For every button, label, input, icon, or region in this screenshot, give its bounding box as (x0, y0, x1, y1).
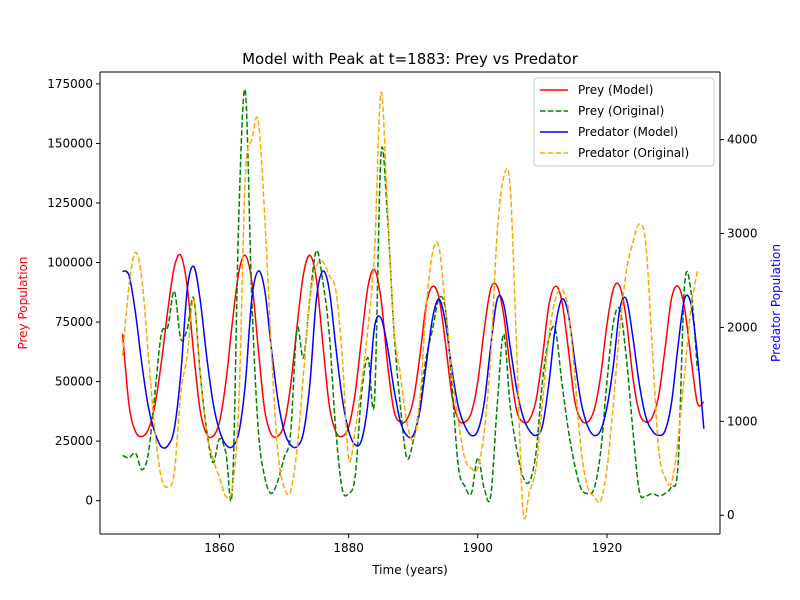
plot-frame (99, 71, 721, 535)
series-line-prey-original (122, 88, 699, 503)
y-right-tick-label: 2000 (727, 320, 758, 334)
y-left-tick-label: 0 (85, 494, 93, 508)
legend: Prey (Model) Prey (Original) Predator (Mod… (533, 77, 715, 167)
y-left-tick-label: 100000 (47, 256, 93, 270)
chart-title: Model with Peak at t=1883: Prey vs Preda… (242, 50, 579, 68)
y-left-axis-ticks: 0 25000 50000 75000 100000 125000 150000 175000 (47, 77, 100, 508)
legend-box (533, 77, 715, 167)
y-left-axis-label: Prey Population (16, 256, 30, 349)
series-line-prey-model (121, 253, 705, 439)
y-left-tick-label: 175000 (47, 77, 93, 91)
y-right-axis-label: Predator Population (769, 244, 783, 362)
x-tick-label: 1880 (333, 541, 364, 555)
x-tick-label: 1860 (204, 541, 235, 555)
y-left-tick-label: 50000 (55, 375, 93, 389)
legend-label-prey-model: Prey (Model) (578, 83, 653, 97)
y-right-tick-label: 1000 (727, 414, 758, 428)
y-right-tick-label: 4000 (727, 133, 758, 147)
y-left-tick-label: 150000 (47, 136, 93, 150)
y-left-tick-label: 125000 (47, 196, 93, 210)
y-left-tick-label: 75000 (55, 315, 93, 329)
x-axis-ticks: 1860 1880 1900 1920 (204, 534, 622, 555)
y-right-axis-ticks: 0 1000 2000 3000 4000 (720, 133, 758, 522)
legend-label-predator-original: Predator (Original) (578, 146, 689, 160)
series-layer (121, 88, 705, 520)
legend-label-prey-original: Prey (Original) (578, 104, 664, 118)
series-line-predator-model (122, 265, 705, 449)
x-tick-label: 1920 (592, 541, 623, 555)
y-left-tick-label: 25000 (55, 434, 93, 448)
y-right-tick-label: 3000 (727, 227, 758, 241)
legend-label-predator-model: Predator (Model) (578, 125, 678, 139)
y-right-tick-label: 0 (727, 508, 735, 522)
legend-items: Prey (Model) Prey (Original) Predator (Mod… (540, 83, 689, 160)
x-axis-label: Time (years) (371, 563, 448, 577)
x-tick-label: 1900 (463, 541, 494, 555)
